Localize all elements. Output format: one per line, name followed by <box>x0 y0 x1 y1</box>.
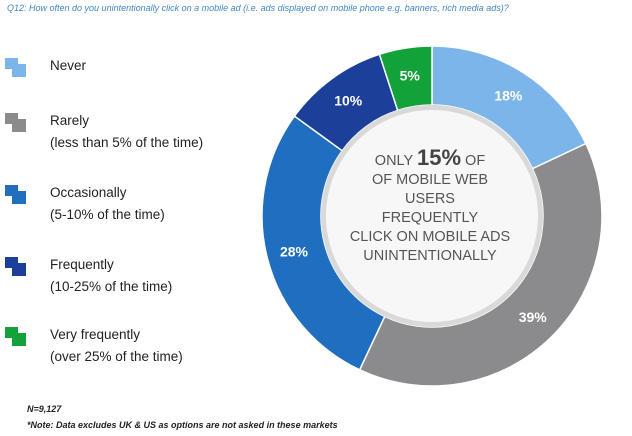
center-callout: ONLY 15% OF OF MOBILE WEB USERS FREQUENT… <box>340 145 520 266</box>
legend-sublabel: (10-25% of the time) <box>50 279 173 294</box>
legend-label: Rarely <box>50 113 90 128</box>
legend-label: Never <box>50 58 87 73</box>
center-line5: CLICK ON MOBILE ADS <box>349 229 511 245</box>
slice-label: 18% <box>494 88 523 104</box>
legend-swatch <box>5 257 26 276</box>
legend-swatch <box>5 113 26 132</box>
center-line6: UNINTENTIONALLY <box>363 248 497 264</box>
legend-entry: Frequently (10-25% of the time) <box>50 255 270 297</box>
legend-entry: Occasionally (5-10% of the time) <box>50 183 270 225</box>
legend-entry: Never <box>50 56 270 76</box>
legend-sublabel: (5-10% of the time) <box>50 207 165 222</box>
legend-swatch <box>5 58 26 77</box>
center-line2: OF MOBILE WEB <box>371 172 488 188</box>
data-note: *Note: Data excludes UK & US as options … <box>27 420 338 430</box>
legend-swatch <box>5 327 26 346</box>
center-line1-post: OF <box>461 153 486 169</box>
legend-label: Occasionally <box>50 185 127 200</box>
donut-hole <box>326 110 538 322</box>
legend-swatch <box>5 185 26 204</box>
slice-label: 28% <box>280 243 309 259</box>
legend-label: Very frequently <box>50 327 141 342</box>
center-line4: FREQUENTLY <box>381 210 479 226</box>
center-highlight: 15% <box>416 145 462 170</box>
slice-label: 5% <box>400 67 421 83</box>
center-line3: USERS <box>405 191 455 207</box>
center-line1-pre: ONLY <box>374 153 417 169</box>
legend-entry: Very frequently (over 25% of the time) <box>50 325 270 367</box>
slice-label: 10% <box>334 93 363 109</box>
legend-sublabel: (less than 5% of the time) <box>50 135 204 150</box>
question-text: Q12: How often do you unintentionally cl… <box>7 3 509 13</box>
sample-size: N=9,127 <box>27 404 62 414</box>
legend-sublabel: (over 25% of the time) <box>50 349 183 364</box>
legend-label: Frequently <box>50 257 114 272</box>
legend-entry: Rarely (less than 5% of the time) <box>50 111 270 153</box>
slice-label: 39% <box>519 309 548 325</box>
